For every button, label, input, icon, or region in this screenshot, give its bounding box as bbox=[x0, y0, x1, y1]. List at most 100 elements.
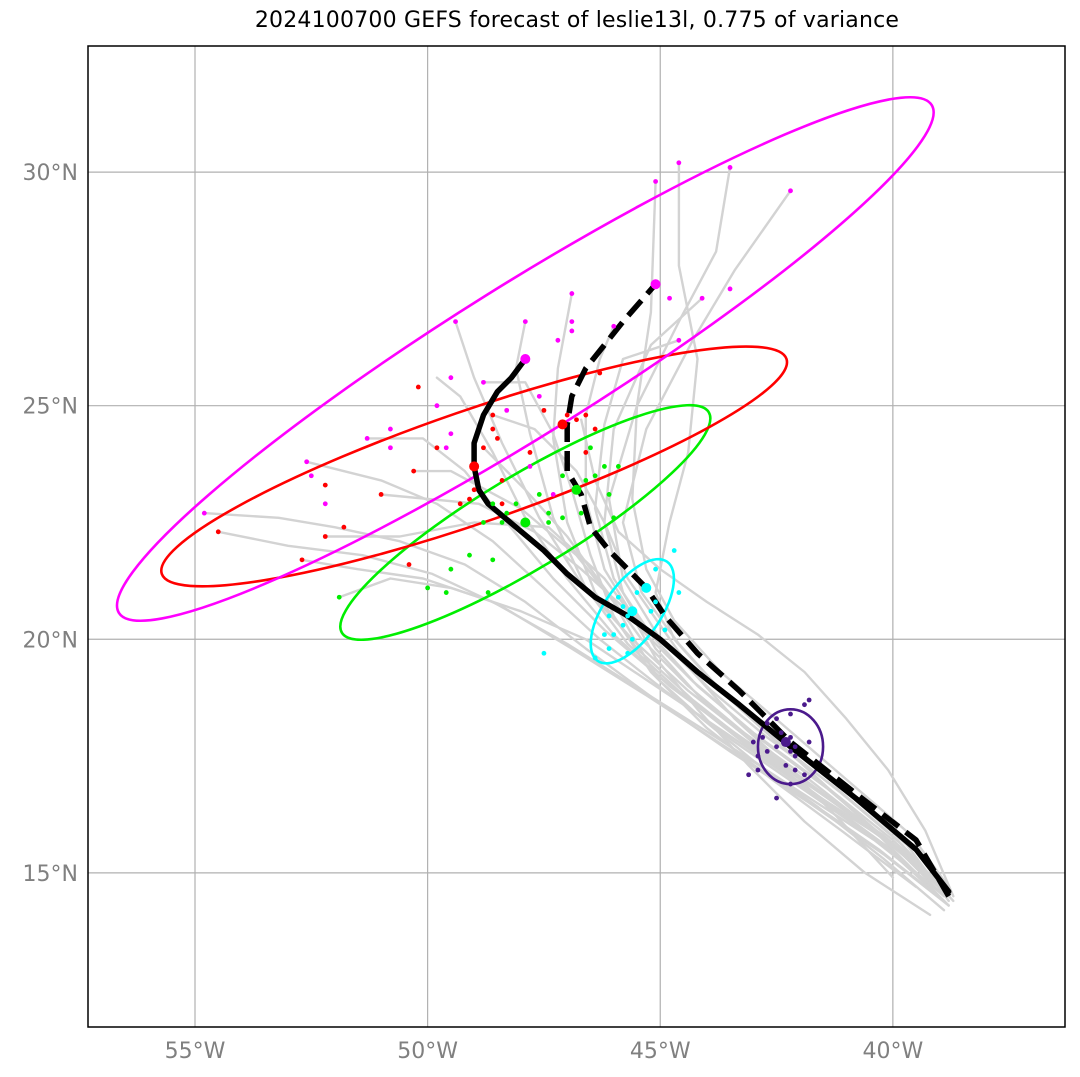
green-member-point bbox=[536, 492, 542, 497]
green-member-point bbox=[425, 585, 431, 591]
green-member-point bbox=[513, 501, 519, 507]
cyan-member-point bbox=[541, 650, 547, 656]
cyan-mean-point bbox=[641, 582, 652, 593]
magenta-member-point bbox=[522, 319, 528, 325]
red-member-point bbox=[490, 426, 496, 432]
chart-title: 2024100700 GEFS forecast of leslie13l, 0… bbox=[254, 8, 900, 33]
green-member-point bbox=[560, 515, 565, 521]
magenta-member-point bbox=[788, 188, 793, 194]
magenta-member-point bbox=[555, 337, 561, 343]
magenta-member-point bbox=[388, 445, 393, 451]
magenta-member-point bbox=[676, 337, 682, 343]
red-member-point bbox=[495, 436, 500, 441]
green-member-point bbox=[615, 464, 621, 469]
red-member-point bbox=[541, 407, 547, 413]
green-member-point bbox=[467, 552, 472, 558]
member-track-line bbox=[631, 180, 950, 889]
magenta-member-point bbox=[569, 319, 575, 325]
y-tick-labels: 30°N 25°N 20°N 15°N bbox=[23, 161, 78, 887]
cyan-member-point bbox=[592, 655, 598, 661]
purple-member-point bbox=[792, 744, 798, 750]
magenta-member-point bbox=[611, 323, 617, 329]
magenta-member-point bbox=[727, 286, 733, 292]
red-member-point bbox=[592, 426, 598, 432]
purple-member-point bbox=[746, 772, 752, 778]
red-member-point bbox=[215, 529, 221, 535]
magenta-member-point bbox=[527, 464, 533, 469]
cyan-member-point bbox=[620, 604, 626, 609]
red-mean-point bbox=[557, 419, 568, 430]
purple-member-point bbox=[760, 734, 765, 740]
green-member-point bbox=[490, 501, 496, 507]
purple-member-point bbox=[802, 702, 807, 708]
purple-mean-point bbox=[780, 737, 791, 748]
green-member-point bbox=[443, 590, 449, 595]
y-tick-label: 30°N bbox=[23, 161, 78, 186]
purple-member-point bbox=[774, 795, 779, 801]
green-member-point bbox=[611, 515, 617, 521]
cyan-member-point bbox=[629, 636, 635, 642]
green-member-point bbox=[490, 557, 496, 563]
purple-member-point bbox=[792, 753, 798, 759]
magenta-member-point bbox=[550, 492, 556, 497]
cyan-member-point bbox=[671, 548, 677, 553]
magenta-member-point bbox=[536, 393, 542, 399]
member-track-line bbox=[584, 325, 950, 893]
y-tick-label: 20°N bbox=[23, 628, 78, 653]
green-mean-point bbox=[571, 484, 582, 495]
magenta-member-point bbox=[448, 375, 454, 381]
cyan-member-point bbox=[634, 590, 640, 595]
x-tick-label: 40°W bbox=[862, 1039, 923, 1064]
cyan-member-point bbox=[606, 613, 612, 619]
member-track-line bbox=[324, 521, 932, 917]
green-member-point bbox=[606, 492, 612, 497]
red-member-point bbox=[341, 524, 347, 530]
red-member-point bbox=[467, 496, 472, 502]
green-member-point bbox=[578, 510, 584, 516]
green-member-point bbox=[546, 520, 551, 525]
purple-member-point bbox=[806, 739, 812, 745]
magenta-member-point bbox=[727, 165, 733, 170]
purple-member-point bbox=[755, 767, 761, 773]
red-member-point bbox=[499, 478, 505, 483]
green-member-point bbox=[546, 510, 551, 516]
cyan-member-point bbox=[611, 632, 617, 637]
magenta-mean-point bbox=[650, 279, 661, 290]
magenta-member-point bbox=[676, 160, 682, 166]
purple-member-point bbox=[755, 753, 761, 759]
purple-member-point bbox=[806, 697, 812, 703]
green-member-point bbox=[499, 520, 505, 525]
magenta-member-point bbox=[308, 473, 314, 479]
green-member-point bbox=[481, 520, 486, 525]
red-member-point bbox=[490, 412, 496, 418]
y-tick-label: 25°N bbox=[23, 395, 78, 420]
purple-member-point bbox=[792, 767, 798, 773]
red-member-point bbox=[322, 534, 328, 539]
member-track-line bbox=[580, 418, 955, 898]
member-track-line bbox=[482, 381, 918, 889]
grid-lines bbox=[88, 46, 1065, 1027]
cyan-member-point bbox=[676, 590, 682, 595]
member-track-line bbox=[338, 577, 946, 889]
x-tick-label: 45°W bbox=[630, 1039, 691, 1064]
member-track-line bbox=[365, 437, 946, 889]
cyan-member-point bbox=[648, 608, 654, 614]
red-member-point bbox=[583, 412, 589, 418]
x-tick-label: 55°W bbox=[165, 1039, 226, 1064]
red-member-point bbox=[481, 445, 486, 451]
green-member-point bbox=[583, 478, 589, 483]
magenta-member-point bbox=[569, 291, 575, 296]
red-member-point bbox=[583, 450, 589, 455]
red-member-point bbox=[415, 384, 421, 390]
magenta-member-point bbox=[481, 379, 486, 385]
red-member-point bbox=[499, 501, 505, 507]
cyan-member-point bbox=[602, 632, 607, 637]
red-mean-point bbox=[469, 461, 480, 472]
purple-member-point bbox=[764, 720, 770, 726]
green-member-point bbox=[504, 510, 510, 516]
red-member-point bbox=[411, 468, 417, 474]
purple-member-point bbox=[788, 781, 793, 787]
red-member-point bbox=[406, 562, 412, 567]
purple-member-point bbox=[774, 744, 779, 750]
